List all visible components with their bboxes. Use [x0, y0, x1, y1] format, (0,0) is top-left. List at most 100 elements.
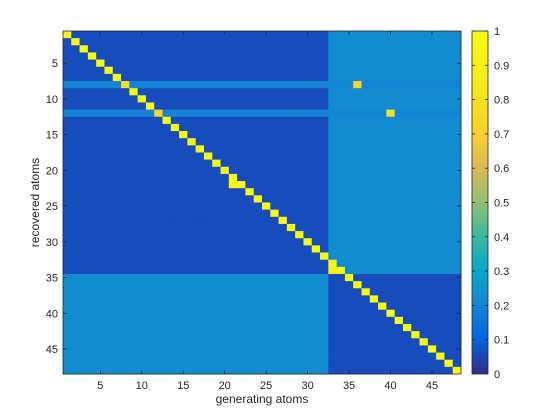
- heatmap-cell: [336, 95, 346, 103]
- heatmap-cell: [270, 345, 279, 353]
- heatmap-cell: [328, 66, 337, 75]
- heatmap-cell: [245, 31, 255, 39]
- heatmap-cell: [87, 52, 97, 60]
- heatmap-cell: [104, 95, 114, 103]
- heatmap-cell: [179, 302, 188, 311]
- heatmap-cell: [320, 145, 329, 153]
- heatmap-cell: [295, 59, 304, 68]
- heatmap-cell: [336, 138, 346, 146]
- heatmap-cell: [427, 59, 437, 68]
- heatmap-cell: [104, 288, 114, 296]
- heatmap-cell: [336, 302, 346, 311]
- heatmap-cell: [444, 352, 454, 361]
- heatmap-cell: [104, 195, 114, 203]
- heatmap-cell: [228, 359, 238, 368]
- heatmap-cell: [369, 145, 379, 153]
- heatmap-cell: [195, 66, 205, 75]
- heatmap-cell: [179, 316, 188, 325]
- heatmap-cell: [179, 81, 188, 89]
- heatmap-cell: [336, 288, 346, 296]
- heatmap-cell: [170, 195, 180, 203]
- heatmap-cell: [427, 231, 437, 239]
- heatmap-cell: [187, 109, 197, 118]
- heatmap-cell: [369, 352, 379, 361]
- heatmap-cell: [237, 166, 246, 175]
- heatmap-cell: [96, 202, 105, 210]
- heatmap-cell: [121, 123, 130, 132]
- heatmap-cell: [129, 166, 138, 175]
- heatmap-cell: [170, 145, 180, 153]
- heatmap-cell: [228, 316, 238, 325]
- heatmap-cell: [129, 73, 138, 82]
- heatmap-cell: [121, 266, 130, 275]
- heatmap-cell: [79, 152, 89, 160]
- heatmap-cell: [295, 209, 304, 218]
- heatmap-cell: [353, 345, 362, 353]
- heatmap-cell: [228, 331, 238, 339]
- heatmap-cell: [411, 131, 420, 139]
- heatmap-cell: [237, 145, 246, 153]
- heatmap-cell: [378, 302, 387, 311]
- heatmap-cell: [394, 202, 404, 210]
- heatmap-cell: [121, 331, 130, 339]
- heatmap-cell: [79, 245, 89, 253]
- heatmap-cell: [344, 331, 354, 339]
- heatmap-cell: [112, 323, 122, 332]
- heatmap-cell: [137, 281, 147, 289]
- heatmap-cell: [278, 159, 288, 168]
- heatmap-cell: [344, 252, 354, 261]
- heatmap-cell: [286, 31, 296, 39]
- heatmap-cell: [286, 52, 296, 60]
- heatmap-cell: [104, 338, 114, 346]
- heatmap-cell: [203, 345, 213, 353]
- heatmap-cell: [419, 252, 429, 261]
- heatmap-cell: [419, 245, 429, 253]
- heatmap-cell: [129, 38, 138, 46]
- heatmap-cell: [295, 352, 304, 361]
- y-axis-label: recovered atoms: [28, 158, 42, 247]
- heatmap-cell: [71, 281, 80, 289]
- heatmap-cell: [278, 181, 288, 189]
- heatmap-cell: [104, 245, 114, 253]
- heatmap-cell: [63, 259, 72, 268]
- heatmap-cell: [129, 295, 138, 303]
- heatmap-cell: [262, 45, 271, 53]
- heatmap-cell: [170, 338, 180, 346]
- heatmap-cell: [179, 345, 188, 353]
- heatmap-cell: [295, 366, 304, 375]
- heatmap-cell: [129, 45, 138, 53]
- heatmap-cell: [419, 73, 429, 82]
- heatmap-cell: [87, 166, 97, 175]
- heatmap-cell: [361, 345, 371, 353]
- heatmap-cell: [154, 38, 163, 46]
- heatmap-cell: [137, 245, 147, 253]
- heatmap-cell: [328, 138, 337, 146]
- heatmap-cell: [286, 273, 296, 282]
- heatmap-cell: [386, 288, 396, 296]
- heatmap-cell: [311, 88, 321, 96]
- heatmap-cell: [203, 331, 213, 339]
- heatmap-cell: [212, 152, 221, 160]
- heatmap-cell: [394, 52, 404, 60]
- heatmap-cell: [436, 209, 445, 218]
- heatmap-cell: [270, 238, 279, 246]
- heatmap-cell: [452, 338, 462, 346]
- heatmap-cell: [419, 66, 429, 75]
- heatmap-cell: [253, 145, 263, 153]
- heatmap-cell: [162, 352, 172, 361]
- heatmap-cell: [245, 95, 255, 103]
- heatmap-cell: [154, 152, 163, 160]
- heatmap-cell: [436, 223, 445, 232]
- heatmap-cell: [79, 31, 89, 39]
- heatmap-cell: [245, 181, 255, 189]
- heatmap-cell: [320, 216, 329, 225]
- heatmap-cell: [444, 223, 454, 232]
- heatmap-cell: [212, 181, 221, 189]
- heatmap-cell: [179, 259, 188, 268]
- heatmap-cell: [311, 81, 321, 89]
- heatmap-cell: [71, 338, 80, 346]
- heatmap-cell: [270, 331, 279, 339]
- heatmap-cell: [344, 81, 354, 89]
- heatmap-cell: [253, 123, 263, 132]
- heatmap-cell: [262, 316, 271, 325]
